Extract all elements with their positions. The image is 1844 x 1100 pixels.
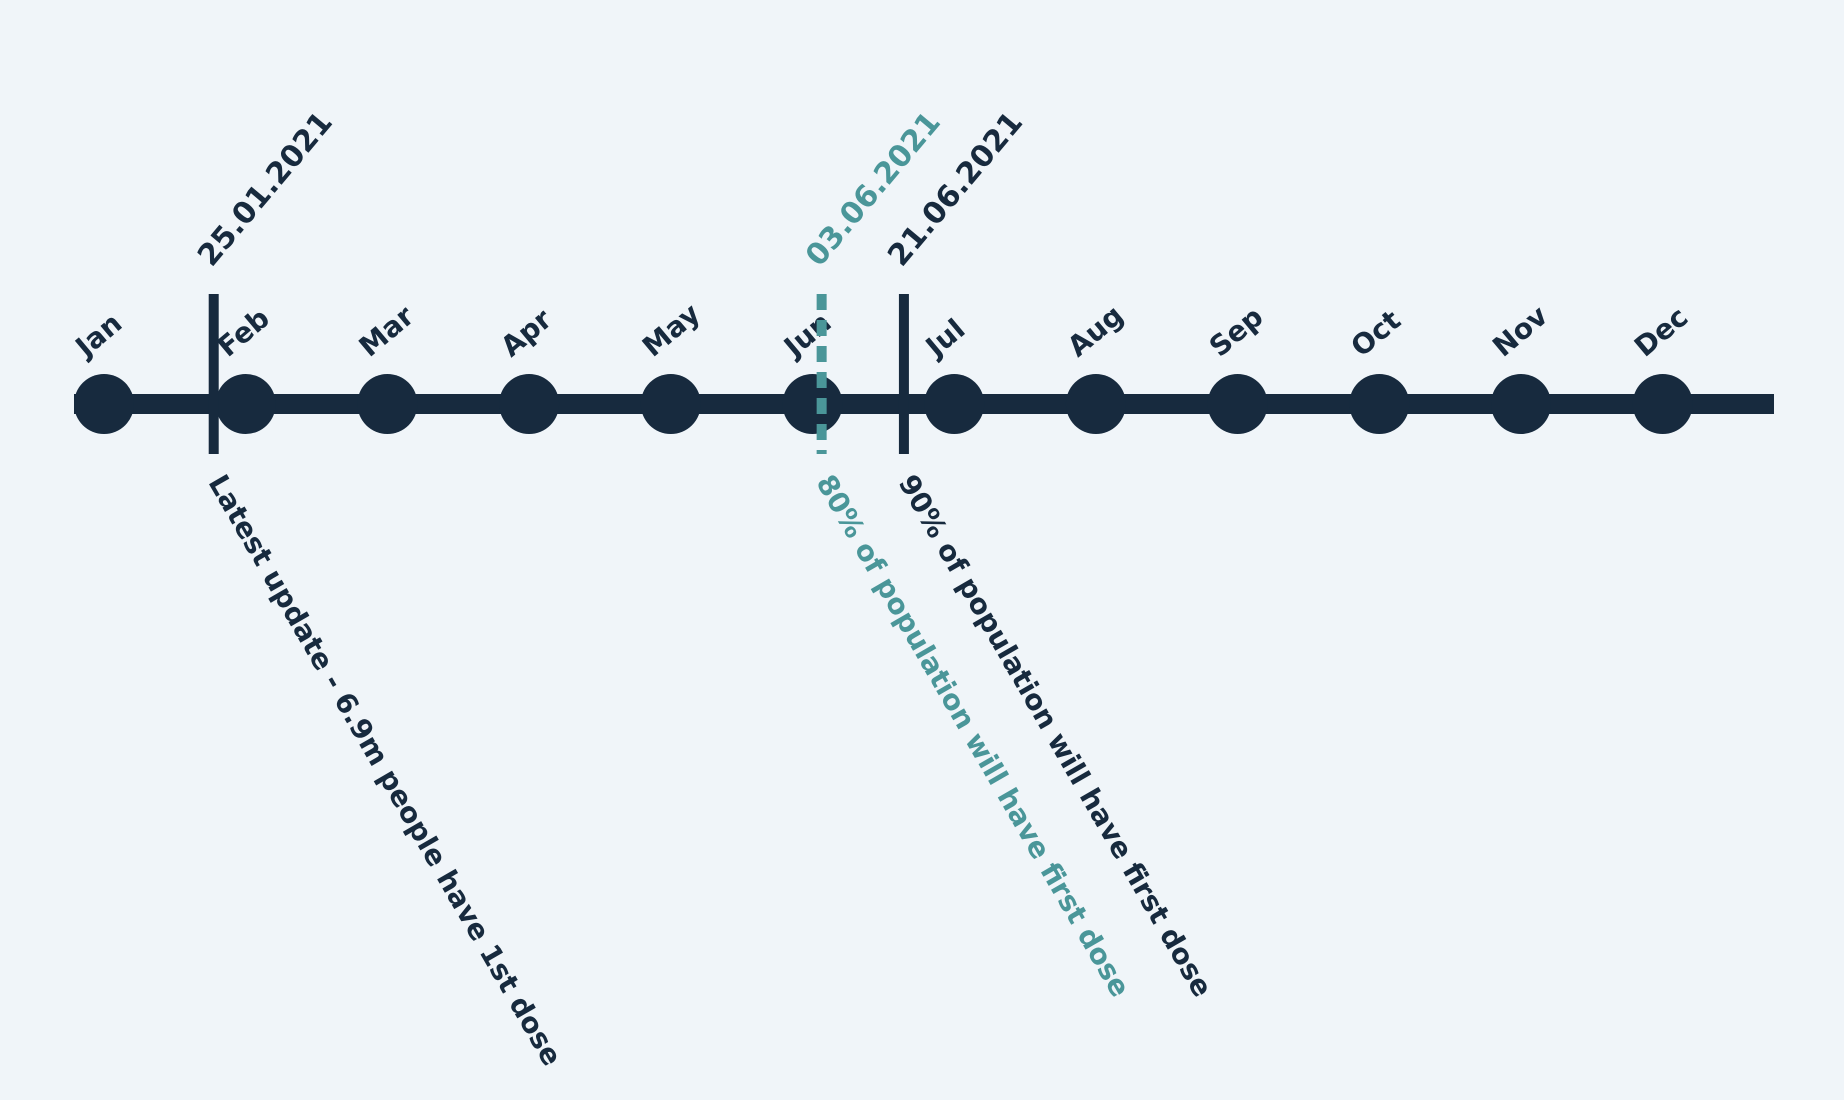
month-dot-oct [1349,374,1410,434]
month-label-oct: Oct [1345,304,1407,364]
month-label-sep: Sep [1203,300,1270,363]
month-label-nov: Nov [1486,299,1554,363]
event-markers: 25.01.2021 Latest update - 6.9m people ha… [191,105,1219,1071]
month-dot-dec [1632,374,1693,434]
event-label-1: Latest update - 6.9m people have 1st dos… [202,469,569,1071]
month-label-may: May [636,297,706,364]
month-dot-nov [1491,374,1551,434]
month-label-jul: Jul [918,312,971,364]
month-label-jan: Jan [68,306,128,364]
event-date-1: 25.01.2021 [191,105,340,273]
event-label-2: 80% of population will have first dose [810,469,1137,1003]
month-dot-may [640,374,701,434]
month-label-feb: Feb [211,301,276,363]
month-dot-apr [499,374,560,434]
month-dot-jul [924,374,985,434]
month-label-apr: Apr [494,302,558,363]
month-label-dec: Dec [1628,300,1694,363]
month-label-mar: Mar [353,299,421,363]
event-label-3: 90% of population will have first dose [892,469,1219,1003]
month-dot-aug [1065,374,1126,434]
month-dot-sep [1207,374,1268,434]
month-dot-jun [782,374,843,434]
month-dot-jan [74,374,134,434]
month-label-jun: Jun [776,306,837,365]
month-dot-mar [357,374,418,434]
month-dot-feb [215,374,276,434]
month-label-aug: Aug [1061,298,1129,363]
event-marker-1: 25.01.2021 Latest update - 6.9m people ha… [191,105,568,1071]
